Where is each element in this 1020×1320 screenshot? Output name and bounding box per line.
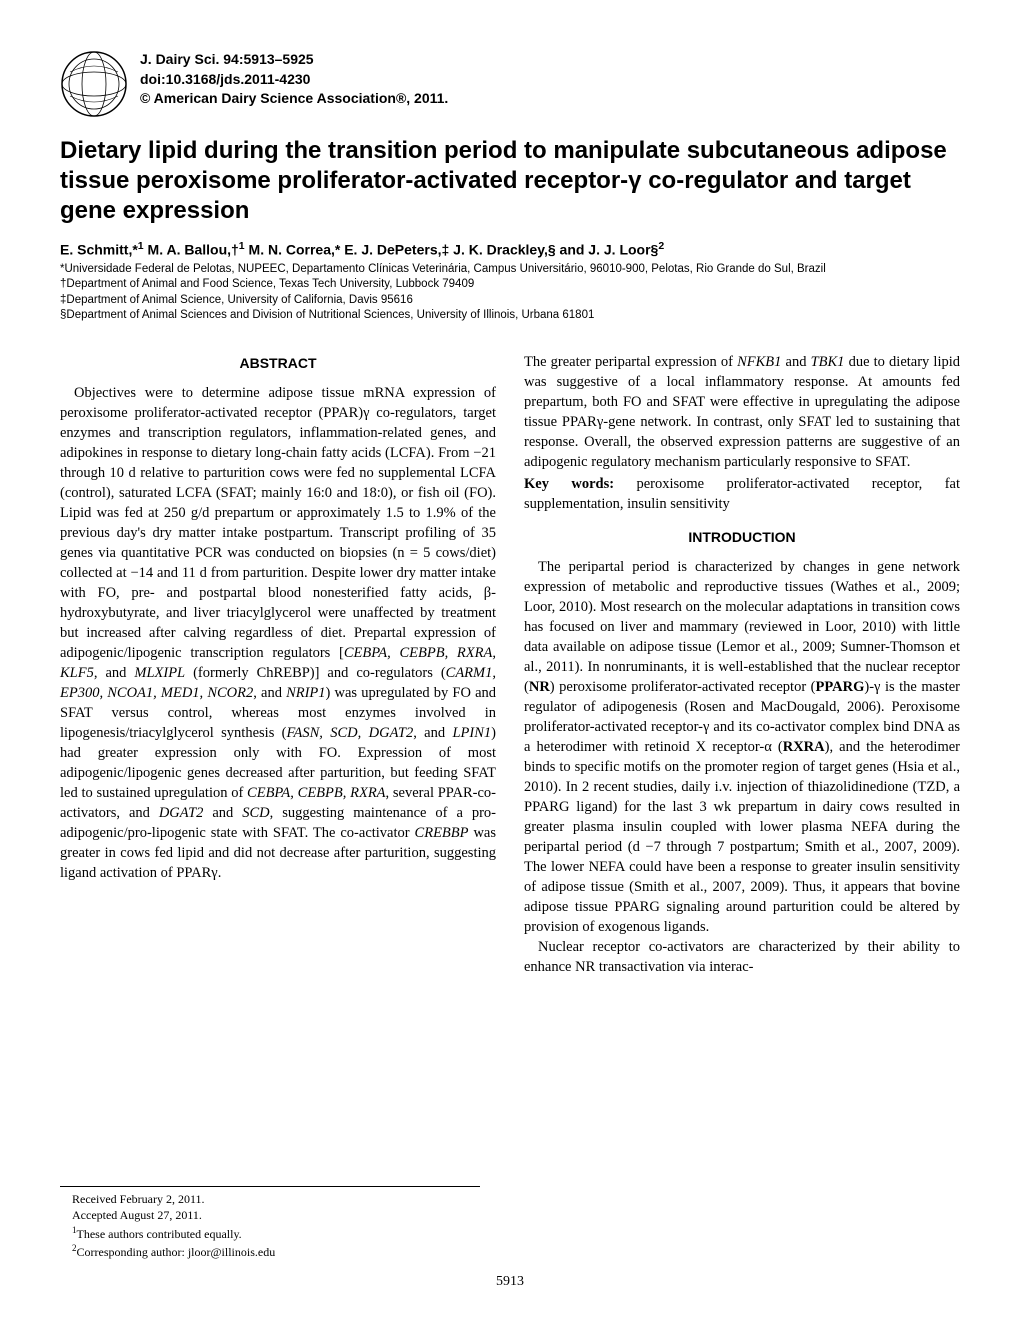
journal-doi: doi:10.3168/jds.2011-4230 — [140, 70, 448, 90]
header-block: J. Dairy Sci. 94:5913–5925 doi:10.3168/j… — [60, 50, 960, 118]
affiliations: *Universidade Federal de Pelotas, NUPEEC… — [60, 262, 960, 324]
right-column: The greater peripartal expression of NFK… — [524, 352, 960, 977]
article-title: Dietary lipid during the transition peri… — [60, 136, 960, 226]
footer-notes: Received February 2, 2011. Accepted Augu… — [60, 1186, 480, 1260]
affiliation-line: *Universidade Federal de Pelotas, NUPEEC… — [60, 262, 960, 278]
affiliation-line: †Department of Animal and Food Science, … — [60, 277, 960, 293]
left-column: ABSTRACT Objectives were to determine ad… — [60, 352, 496, 977]
journal-copyright: © American Dairy Science Association®, 2… — [140, 89, 448, 109]
introduction-p2: Nuclear receptor co-activators are chara… — [524, 937, 960, 977]
abstract-text: Objectives were to determine adipose tis… — [60, 383, 496, 883]
introduction-p1: The peripartal period is characterized b… — [524, 557, 960, 937]
two-column-body: ABSTRACT Objectives were to determine ad… — [60, 352, 960, 977]
footnote-1: 1These authors contributed equally. — [60, 1224, 480, 1242]
introduction-heading: INTRODUCTION — [524, 528, 960, 547]
journal-meta: J. Dairy Sci. 94:5913–5925 doi:10.3168/j… — [140, 50, 448, 109]
journal-citation: J. Dairy Sci. 94:5913–5925 — [140, 50, 448, 70]
received-date: Received February 2, 2011. — [60, 1191, 480, 1207]
affiliation-line: ‡Department of Animal Science, Universit… — [60, 293, 960, 309]
accepted-date: Accepted August 27, 2011. — [60, 1207, 480, 1223]
keywords: Key words: peroxisome proliferator-activ… — [524, 474, 960, 514]
abstract-heading: ABSTRACT — [60, 354, 496, 373]
abstract-continuation: The greater peripartal expression of NFK… — [524, 352, 960, 472]
journal-logo — [60, 50, 128, 118]
keywords-label: Key words: — [524, 476, 614, 492]
page-number: 5913 — [0, 1274, 1020, 1290]
author-list: E. Schmitt,*1 M. A. Ballou,†1 M. N. Corr… — [60, 240, 960, 258]
footnote-2: 2Corresponding author: jloor@illinois.ed… — [60, 1242, 480, 1260]
affiliation-line: §Department of Animal Sciences and Divis… — [60, 308, 960, 324]
